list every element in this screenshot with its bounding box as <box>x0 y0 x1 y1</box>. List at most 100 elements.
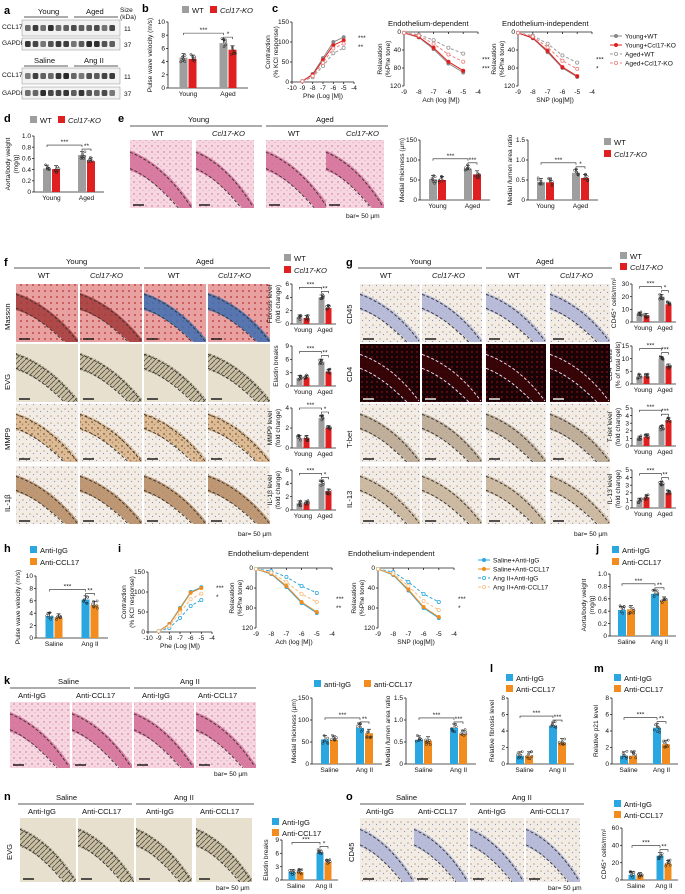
data-point <box>662 739 666 743</box>
significance-mark: *** <box>635 578 643 585</box>
data-point <box>90 159 94 163</box>
significance-mark: *** <box>661 347 669 354</box>
data-point <box>464 730 467 734</box>
y-axis-label: Medial /lumen area ratio <box>385 695 392 766</box>
data-point <box>431 180 435 183</box>
svg-text:WT: WT <box>508 271 520 280</box>
data-point <box>629 870 633 873</box>
data-point <box>665 301 669 304</box>
legend-entry: Saline+Anti-CCL17 <box>493 567 550 574</box>
panel-label-m: m <box>594 663 604 675</box>
data-point <box>365 736 369 739</box>
y-tick-label: 0 <box>501 761 505 768</box>
x-tick-label: -8 <box>530 89 536 96</box>
data-point <box>637 312 641 316</box>
bar <box>464 168 472 200</box>
he-images-e <box>129 140 384 209</box>
data-point <box>298 374 302 378</box>
y-tick-label: 120 <box>242 625 253 632</box>
significance-mark: *** <box>307 346 315 353</box>
x-tick-label: Young <box>179 91 198 98</box>
data-point <box>540 182 544 186</box>
data-point <box>461 729 464 733</box>
data-point <box>659 428 663 432</box>
data-point <box>644 315 647 318</box>
data-point <box>453 730 457 734</box>
data-point <box>658 730 662 734</box>
y-tick-label: 0 <box>625 319 629 326</box>
y-tick-label: 0 <box>625 443 629 450</box>
data-point <box>639 313 643 316</box>
wb-band <box>40 90 46 96</box>
series-point <box>436 600 441 605</box>
x-tick-label: -7 <box>431 89 437 96</box>
svg-text:Ang II: Ang II <box>174 793 194 802</box>
y-tick-label: 2 <box>625 428 629 435</box>
wb-band <box>101 90 108 96</box>
data-point <box>646 372 650 376</box>
data-point <box>661 427 665 430</box>
x-tick-label: Ang II <box>81 641 98 648</box>
series-point <box>167 624 172 629</box>
bar <box>651 593 659 636</box>
y-tick-label: 1.0 <box>22 133 31 140</box>
data-point <box>327 304 331 308</box>
data-point <box>477 172 481 176</box>
y-tick-label: 150 <box>134 569 145 576</box>
series-point <box>310 74 315 79</box>
wb-band <box>101 41 108 47</box>
series-point <box>575 66 580 71</box>
svg-text:Saline: Saline <box>58 677 79 686</box>
data-point <box>639 375 643 379</box>
data-point <box>622 605 626 608</box>
data-point <box>49 617 53 621</box>
significance-mark: *** <box>647 404 655 411</box>
bar <box>356 727 364 764</box>
legend-c: Young+WT Young+Ccl17-KO Aged+WT Aged+Ccl17-… <box>610 34 676 68</box>
data-point <box>224 43 228 47</box>
data-point <box>298 438 302 442</box>
x-tick-label: Ang II <box>549 767 566 774</box>
x-tick-label: -6 <box>330 85 336 92</box>
panel-label-i: i <box>118 543 121 555</box>
chart-c3: 0 40 80 120-9 -8 -7 -6 -5 -4 SNP (log[M]) Relaxati… <box>491 29 604 104</box>
y-tick-label: 60 <box>612 825 620 832</box>
bar <box>665 492 672 508</box>
bar <box>78 155 86 192</box>
data-point <box>331 733 334 737</box>
data-point <box>625 755 628 759</box>
significance-mark: *** <box>533 710 541 717</box>
y-tick-label: 0 <box>285 321 289 328</box>
y-tick-label: 1.5 <box>394 695 403 702</box>
data-point <box>317 851 320 854</box>
svg-text:Anti-IgG: Anti-IgG <box>366 807 394 816</box>
x-tick-label: -5 <box>341 85 347 92</box>
bar <box>572 172 580 200</box>
x-tick-label: Saline <box>627 883 646 890</box>
x-tick-label: -6 <box>188 635 194 642</box>
data-point <box>660 483 664 487</box>
svg-text:Aged: Aged <box>536 257 554 266</box>
data-point <box>656 593 659 596</box>
data-point <box>549 178 553 182</box>
data-point <box>335 736 338 740</box>
data-point <box>628 605 632 609</box>
bar <box>549 726 557 764</box>
data-point <box>563 737 567 741</box>
wb-ccl17-label-2: CCL17 <box>2 72 23 79</box>
data-point <box>628 611 632 615</box>
data-point <box>631 607 635 610</box>
svg-text:Anti-CCL17: Anti-CCL17 <box>200 807 239 816</box>
svg-text:Anti-CCL17: Anti-CCL17 <box>624 811 663 820</box>
data-point <box>646 314 650 318</box>
y-tick-label: 80 <box>508 65 516 72</box>
data-point <box>547 177 550 180</box>
series-point <box>300 79 305 84</box>
data-point <box>668 490 671 493</box>
x-tick-label: Aged <box>317 451 333 458</box>
bar <box>516 755 524 764</box>
svg-text:Anti-CCL17: Anti-CCL17 <box>530 807 569 816</box>
